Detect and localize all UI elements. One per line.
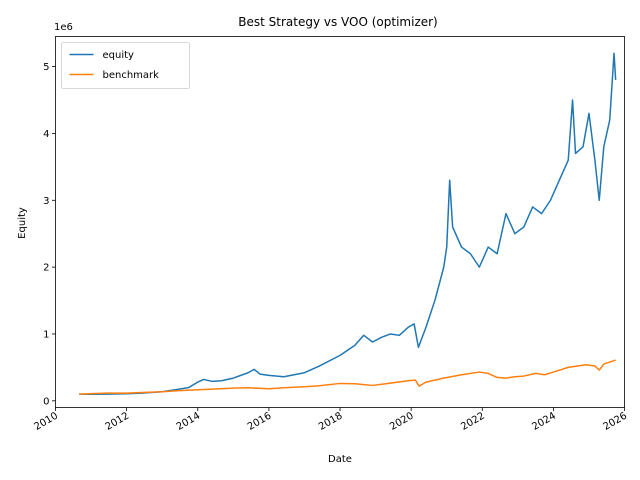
y-tick-label: 4 <box>43 129 49 140</box>
x-axis-ticks: 2010 2012 2014 2016 2018 2020 2022 2024 2026 <box>32 407 629 433</box>
x-tick-label: 2016 <box>246 411 274 433</box>
x-tick-label: 2014 <box>175 411 203 433</box>
y-tick-label: 5 <box>43 62 49 73</box>
legend-label-benchmark: benchmark <box>103 70 160 81</box>
legend-label-equity: equity <box>103 50 135 61</box>
series-line-benchmark <box>79 359 616 395</box>
y-axis-ticks: 0 1 2 3 4 5 <box>43 62 56 407</box>
plot-frame <box>55 36 625 408</box>
chart-title: Best Strategy vs VOO (optimizer) <box>238 15 438 29</box>
legend: equity benchmark <box>61 42 190 89</box>
y-tick-label: 0 <box>43 396 49 407</box>
x-tick-label: 2024 <box>530 411 558 433</box>
y-axis-label: Equity <box>17 207 28 239</box>
y-offset-label: 1e6 <box>54 22 73 33</box>
plot-lines <box>79 52 617 396</box>
x-tick-label: 2026 <box>601 411 629 433</box>
x-axis-label: Date <box>328 454 352 465</box>
x-tick-label: 2018 <box>317 411 345 433</box>
x-tick-label: 2010 <box>32 411 60 433</box>
series-line-equity <box>79 52 617 396</box>
y-tick-label: 3 <box>43 196 49 207</box>
x-tick-label: 2020 <box>388 411 416 433</box>
y-tick-label: 2 <box>43 263 49 274</box>
y-tick-label: 1 <box>43 329 49 340</box>
x-tick-label: 2022 <box>459 411 487 433</box>
x-tick-label: 2012 <box>104 411 132 433</box>
